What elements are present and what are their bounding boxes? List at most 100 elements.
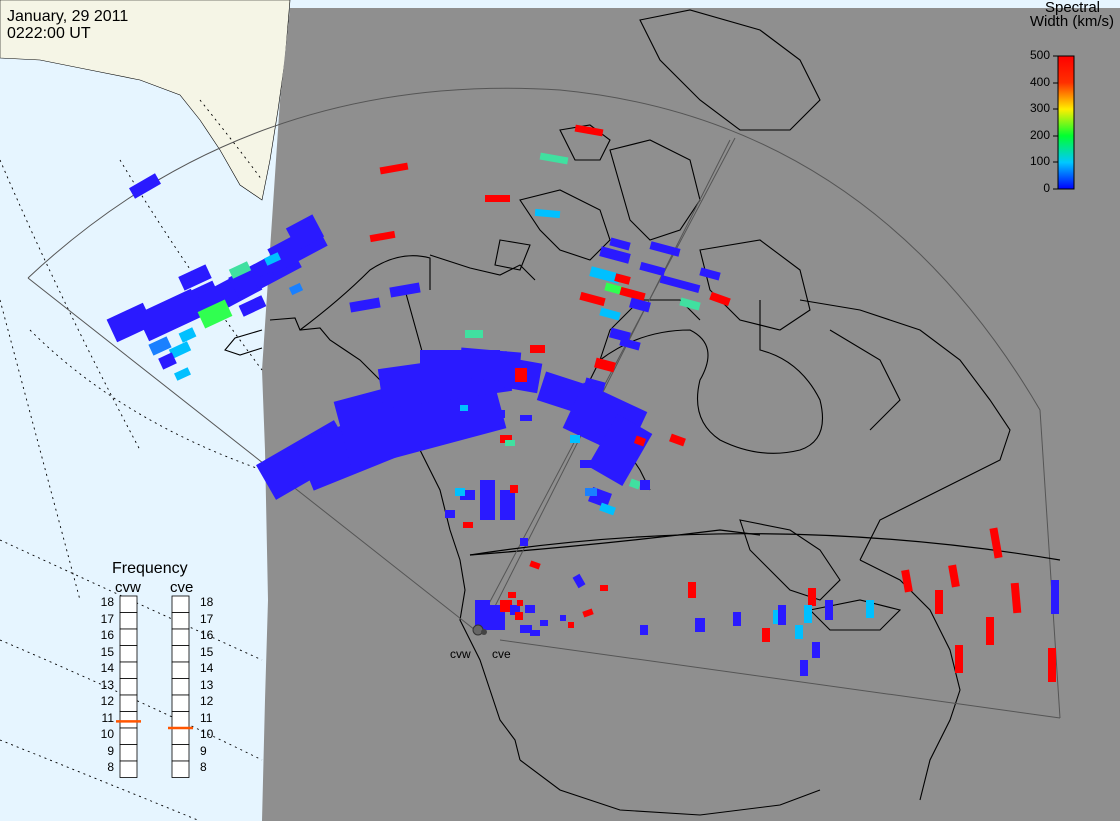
frequency-cell-cvw — [119, 661, 138, 679]
radar-label-cvw: cvw — [450, 647, 471, 661]
echo-cell — [572, 573, 586, 589]
echo-cell — [470, 408, 485, 416]
echo-cell — [699, 267, 721, 281]
radar-echoes — [106, 124, 1059, 682]
echo-cell — [733, 612, 741, 626]
echo-cell — [570, 435, 580, 443]
echo-cell — [640, 625, 648, 635]
echo-cell — [582, 608, 594, 618]
echo-cell — [197, 299, 233, 329]
frequency-cell-cve — [171, 595, 190, 613]
colorbar-tick-300: 300 — [1029, 101, 1050, 115]
echo-cell — [510, 605, 520, 615]
echo-cell — [500, 490, 515, 520]
echo-cell — [178, 327, 197, 343]
echo-cell — [609, 327, 631, 343]
frequency-cell-cvw — [119, 595, 138, 613]
frequency-label-cve-10: 10 — [200, 727, 214, 741]
echo-cell — [619, 286, 646, 302]
echo-cell — [349, 297, 381, 313]
echo-cell — [587, 414, 653, 486]
echo-cell — [445, 510, 455, 518]
echo-cell — [517, 600, 523, 606]
frequency-cell-cvw — [119, 744, 138, 762]
echo-cell — [288, 282, 304, 296]
echo-cell — [515, 368, 527, 382]
colorbar-title-line1: Spectral — [1044, 0, 1100, 16]
echo-cell — [539, 152, 569, 165]
echo-cell — [480, 480, 495, 520]
frequency-cell-cve — [171, 645, 190, 663]
echo-cell — [510, 485, 518, 493]
fov-east-edge — [499, 639, 1061, 719]
colorbar-tick-400: 400 — [1029, 75, 1050, 89]
echo-cell — [475, 600, 490, 630]
echo-cell — [485, 195, 510, 202]
echo-cell — [688, 582, 696, 598]
echo-cell — [379, 162, 409, 175]
echo-cell — [285, 214, 325, 251]
frequency-label-cvw-12: 12 — [100, 694, 114, 708]
echo-cell — [264, 252, 281, 266]
echo-cell — [639, 261, 666, 277]
frequency-label-cve-13: 13 — [200, 677, 214, 692]
echo-cell — [589, 266, 621, 284]
echo-cell — [253, 271, 277, 289]
frequency-label-cvw-13: 13 — [100, 677, 114, 692]
frequency-cell-cve — [171, 678, 190, 696]
echo-cell — [455, 488, 465, 496]
echo-cell — [174, 367, 191, 381]
colorbar-tick-100: 100 — [1029, 154, 1050, 168]
echo-cell — [500, 435, 512, 443]
frequency-label-cve-9: 9 — [200, 743, 207, 758]
frequency-label-cvw-17: 17 — [100, 611, 114, 626]
echo-cell — [158, 352, 177, 370]
colorbar-tick-0: 0 — [1043, 181, 1050, 195]
frequency-label-cvw-11: 11 — [101, 710, 114, 725]
echo-cell — [148, 336, 172, 356]
echo-cell — [168, 341, 192, 359]
echo-cell — [935, 590, 943, 614]
echo-cell — [679, 297, 701, 311]
echo-cell — [600, 585, 608, 591]
echo-cell — [460, 490, 475, 500]
frequency-cell-cve — [171, 612, 190, 630]
frequency-cell-cve — [171, 744, 190, 762]
echo-cell — [584, 377, 606, 391]
echo-cell — [709, 291, 731, 307]
frequency-title: Frequency — [112, 560, 188, 577]
echo-cell — [669, 433, 686, 447]
echo-cell — [369, 230, 396, 243]
echo-cell — [649, 241, 681, 257]
echo-cell — [238, 295, 267, 317]
echo-cell — [525, 605, 535, 613]
frequency-cell-cve — [171, 711, 190, 729]
frequency-label-cvw-16: 16 — [100, 628, 114, 642]
frequency-label-cve-12: 12 — [200, 694, 214, 708]
frequency-label-cvw-10: 10 — [100, 727, 114, 741]
fov-west-edge — [27, 277, 476, 631]
echo-cell — [812, 642, 820, 658]
frequency-cell-cvw — [119, 711, 138, 729]
frequency-cell-cvw — [119, 678, 138, 696]
frequency-cell-cvw — [119, 694, 138, 712]
echo-cell — [228, 261, 252, 279]
echo-cell — [599, 307, 621, 321]
echo-cell — [795, 625, 803, 639]
echo-cell — [1051, 580, 1059, 614]
echo-cell — [808, 588, 816, 606]
frequency-cell-cvw — [119, 727, 138, 745]
time-label: 0222:00 UT — [7, 25, 91, 42]
echo-cell — [762, 628, 770, 642]
echo-cell — [594, 357, 616, 373]
echo-cell — [629, 297, 651, 313]
latitude-line — [469, 533, 1061, 561]
frequency-cell-cvw — [119, 628, 138, 646]
frequency-cell-cvw — [119, 612, 138, 630]
echo-cell — [989, 527, 1003, 559]
echo-cell — [778, 605, 786, 625]
echo-cell — [463, 522, 473, 528]
frequency-cell-cvw — [119, 760, 138, 778]
echo-cell — [129, 173, 161, 199]
